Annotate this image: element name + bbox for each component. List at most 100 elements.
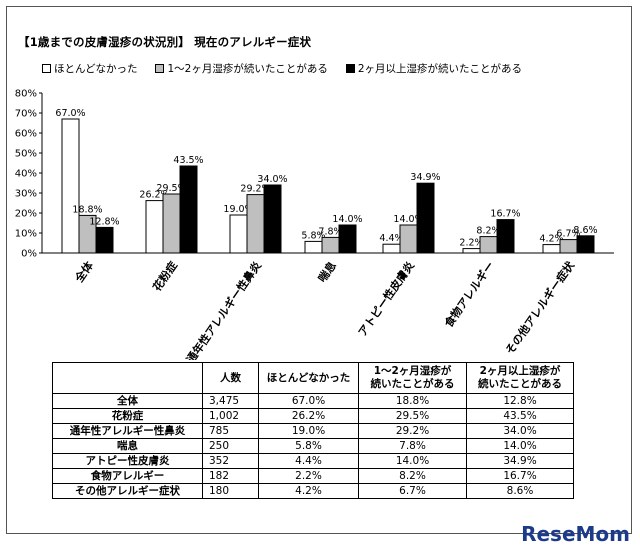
data-label: 43.5% (173, 155, 203, 166)
table-cell-count: 1,002 (202, 408, 259, 424)
table-row: 喘息 250 5.8% 7.8% 14.0% (52, 438, 574, 454)
bar (496, 219, 515, 254)
bar (61, 118, 80, 254)
legend-label-1-2-months: 1～2ヶ月湿疹が続いたことがある (167, 62, 328, 75)
y-tick-label: 30% (15, 189, 37, 200)
y-tick-label: 50% (15, 149, 37, 160)
table-cell-1-2-months: 29.2% (358, 423, 467, 439)
data-label: 7.8% (318, 226, 342, 237)
legend-item-none: ほとんどなかった (42, 61, 137, 76)
data-label: 16.7% (490, 209, 520, 220)
table-cell-none: 4.4% (258, 453, 359, 469)
legend-label-none: ほとんどなかった (54, 62, 138, 75)
x-tick-label: その他アレルギー症状 (502, 258, 577, 357)
x-tick-label: 喘息 (315, 259, 339, 285)
table-cell-count: 352 (202, 453, 259, 469)
bar (162, 193, 181, 254)
data-label: 29.5% (156, 183, 186, 194)
data-label: 34.9% (410, 172, 440, 183)
table-cell-2-months-plus: 8.6% (466, 483, 574, 499)
bar (399, 224, 418, 254)
legend-item-2-months-plus: 2ヶ月以上湿疹が続いたことがある (345, 61, 523, 76)
table-cell-label: 全体 (52, 393, 203, 409)
x-tick-label: アトピー性皮膚炎 (355, 259, 417, 339)
data-table-wrap: 人数 ほとんどなかった 1～2ヶ月湿疹が 続いたことがある 2ヶ月以上湿疹が 続… (52, 362, 574, 499)
table-cell-2-months-plus: 16.7% (466, 468, 574, 484)
table-header-none: ほとんどなかった (258, 362, 359, 394)
table-cell-count: 180 (202, 483, 259, 499)
table-row: その他アレルギー症状 180 4.2% 6.7% 8.6% (52, 483, 574, 499)
legend-label-2-months-plus: 2ヶ月以上湿疹が続いたことがある (357, 62, 523, 75)
table-cell-2-months-plus: 14.0% (466, 438, 574, 454)
bar (246, 194, 265, 254)
table-cell-2-months-plus: 12.8% (466, 393, 574, 409)
table-cell-label: 食物アレルギー (52, 468, 203, 484)
table-row: 花粉症 1,002 26.2% 29.5% 43.5% (52, 408, 574, 424)
data-label: 14.0% (393, 214, 423, 225)
data-label: 5.8% (301, 230, 325, 241)
y-tick-label: 60% (15, 129, 37, 140)
bar (145, 200, 164, 254)
table-cell-none: 19.0% (258, 423, 359, 439)
table-cell-label: その他アレルギー症状 (52, 483, 203, 499)
bar (462, 248, 481, 254)
table-header-corner (52, 362, 203, 394)
table-row: 通年性アレルギー性鼻炎 785 19.0% 29.2% 34.0% (52, 423, 574, 439)
table-row: アトピー性皮膚炎 352 4.4% 14.0% 34.9% (52, 453, 574, 469)
table-cell-none: 2.2% (258, 468, 359, 484)
table-cell-1-2-months: 6.7% (358, 483, 467, 499)
table-header-row: 人数 ほとんどなかった 1～2ヶ月湿疹が 続いたことがある 2ヶ月以上湿疹が 続… (52, 362, 574, 394)
x-tick-label: 食物アレルギー (441, 259, 497, 330)
table-header-1-2-months: 1～2ヶ月湿疹が 続いたことがある (358, 362, 467, 394)
data-label: 67.0% (55, 108, 85, 119)
table-cell-none: 67.0% (258, 393, 359, 409)
table-cell-2-months-plus: 43.5% (466, 408, 574, 424)
legend-swatch-none (42, 63, 51, 73)
data-label: 14.0% (332, 214, 362, 225)
bar (263, 184, 282, 254)
bar (95, 226, 114, 254)
watermark-logo: ReseMom (521, 522, 630, 546)
y-tick-label: 0% (21, 249, 37, 260)
legend-swatch-1-2-months (155, 63, 165, 73)
data-label: 8.6% (573, 225, 597, 236)
bar (382, 243, 401, 254)
table-cell-none: 4.2% (258, 483, 359, 499)
y-tick-label: 10% (15, 229, 37, 240)
data-label: 34.0% (257, 174, 287, 185)
table-cell-1-2-months: 29.5% (358, 408, 467, 424)
bar (304, 240, 323, 254)
chart-title: 【1歳までの皮膚湿疹の状況別】 現在のアレルギー症状 (18, 35, 312, 49)
table-cell-count: 3,475 (202, 393, 259, 409)
data-label: 8.2% (476, 226, 500, 237)
table-cell-count: 250 (202, 438, 259, 454)
data-label: 26.2% (139, 190, 169, 201)
table-cell-2-months-plus: 34.9% (466, 453, 574, 469)
bar-chart: 0% 10% 20% 30% 40% 50% 60% 70% 80% 67.0% 18.8%12.8… (15, 89, 614, 360)
bar (576, 235, 595, 254)
bar (559, 239, 578, 254)
chart-legend: ほとんどなかった 1～2ヶ月湿疹が続いたことがある 2ヶ月以上湿疹が続いたことが… (42, 60, 522, 76)
table-cell-1-2-months: 18.8% (358, 393, 467, 409)
table-row: 全体 3,475 67.0% 18.8% 12.8% (52, 393, 574, 409)
table-cell-1-2-months: 14.0% (358, 453, 467, 469)
table-cell-count: 182 (202, 468, 259, 484)
table-cell-none: 26.2% (258, 408, 359, 424)
data-label: 4.4% (379, 233, 403, 244)
bar (179, 165, 198, 254)
data-label: 2.2% (459, 238, 483, 249)
data-label: 4.2% (539, 234, 563, 245)
data-table: 人数 ほとんどなかった 1～2ヶ月湿疹が 続いたことがある 2ヶ月以上湿疹が 続… (52, 362, 574, 499)
data-label: 18.8% (72, 204, 102, 215)
x-tick-label: 通年性アレルギー性鼻炎 (183, 259, 264, 360)
data-label: 19.0% (223, 204, 253, 215)
bar (321, 236, 340, 254)
x-tick-label: 全体 (71, 258, 96, 286)
bar (229, 214, 248, 254)
table-cell-label: 通年性アレルギー性鼻炎 (52, 423, 203, 439)
table-cell-1-2-months: 8.2% (358, 468, 467, 484)
table-header-count: 人数 (202, 362, 259, 394)
table-cell-none: 5.8% (258, 438, 359, 454)
bar (338, 224, 357, 254)
legend-item-1-2-months: 1～2ヶ月湿疹が続いたことがある (155, 61, 328, 76)
